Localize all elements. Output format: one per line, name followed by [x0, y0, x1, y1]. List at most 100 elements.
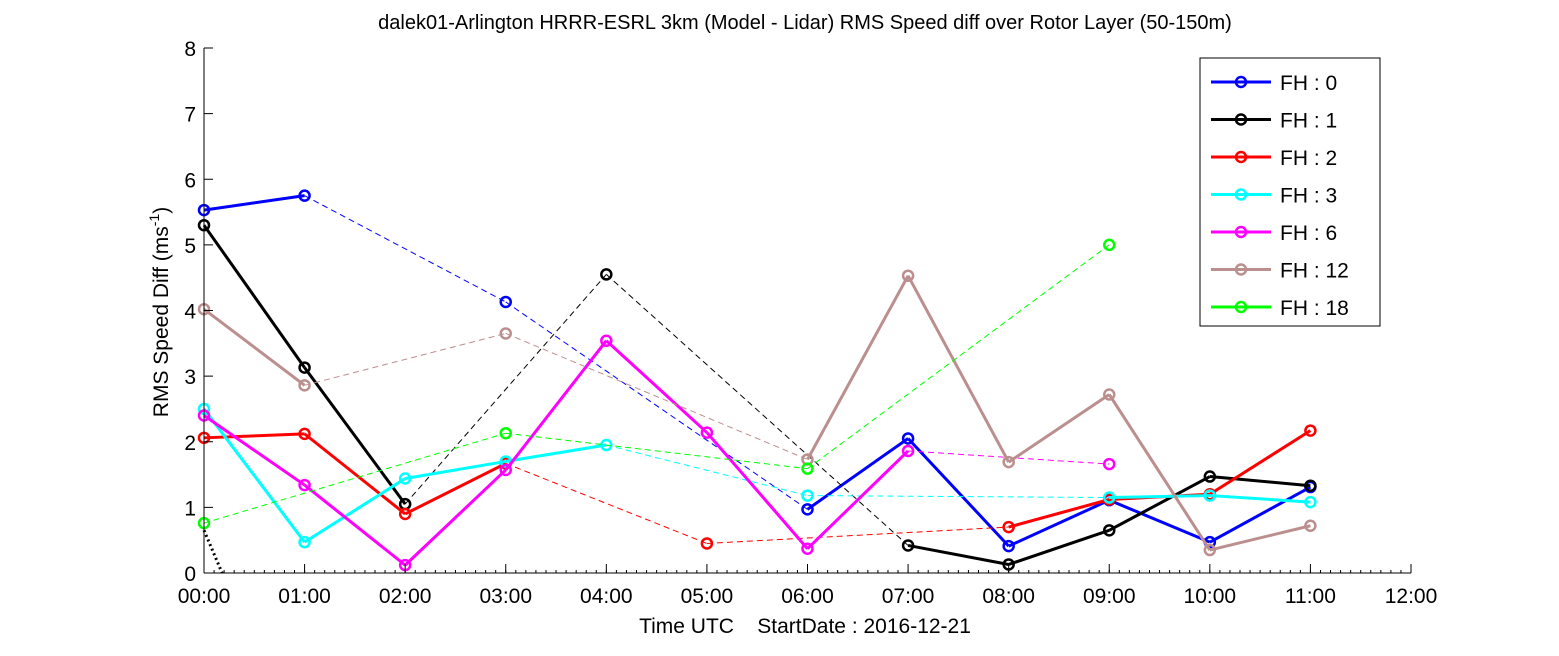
data-point [398, 507, 412, 521]
series-segment [907, 543, 1009, 566]
y-tick-label: 6 [184, 169, 196, 192]
series-segment [806, 449, 910, 550]
legend-label: FH : 6 [1280, 222, 1337, 245]
legend-label: FH : 2 [1280, 147, 1337, 170]
legend-item-fh-0: FH : 0 [1211, 72, 1337, 95]
data-point [1304, 495, 1317, 509]
x-tick-label: 03:00 [479, 585, 532, 608]
series-fh-3 [197, 402, 1317, 549]
y-tick-label: 3 [184, 366, 196, 389]
x-tick-label: 09:00 [1083, 585, 1136, 608]
series-segment [202, 408, 306, 544]
data-point [1103, 524, 1116, 537]
series-segment [203, 432, 305, 440]
legend-swatch-marker [1234, 188, 1248, 201]
series-segment [203, 414, 306, 487]
data-point [1103, 457, 1116, 471]
series-gap-segment [807, 244, 1110, 470]
data-point [801, 462, 814, 475]
data-point [499, 295, 512, 309]
data-point [499, 426, 512, 440]
series-segment [505, 443, 607, 463]
x-tick-label: 00:00 [178, 585, 231, 608]
series-segment [1108, 498, 1211, 544]
series-gap-segment [606, 444, 808, 497]
series-gap-segment [807, 495, 1110, 499]
y-tick-label: 0 [184, 563, 196, 586]
data-point [901, 444, 915, 458]
y-axis-title-main: RMS Speed Diff (ms [150, 226, 173, 417]
series-fh-2 [197, 424, 1317, 550]
series-segment [605, 339, 708, 434]
legend-swatch-marker [1234, 263, 1248, 276]
series-segment [1209, 485, 1312, 544]
series-segment [303, 477, 406, 544]
data-point [499, 463, 512, 477]
series-fh-1 [197, 218, 1317, 571]
x-axis-title: Time UTC StartDate : 2016-12-21 [639, 615, 971, 638]
series-segment [203, 307, 306, 387]
data-point [600, 268, 613, 281]
data-point [1304, 424, 1317, 437]
series-segment [404, 462, 507, 516]
series-fh-12 [197, 269, 1317, 557]
legend-label: FH : 18 [1280, 297, 1349, 320]
legend-swatch-marker [1234, 75, 1248, 89]
legend-item-fh-2: FH : 2 [1211, 147, 1337, 170]
data-point [1002, 455, 1015, 469]
y-axis-title-end: ) [150, 207, 173, 214]
data-point [499, 327, 512, 340]
legend-item-fh-18: FH : 18 [1211, 297, 1349, 320]
legend-item-fh-6: FH : 6 [1211, 222, 1337, 245]
series-segment [303, 483, 407, 567]
data-point [1103, 491, 1116, 504]
legend-label: FH : 3 [1280, 185, 1337, 208]
legend-item-fh-3: FH : 3 [1211, 185, 1337, 208]
x-tick-label: 06:00 [781, 585, 834, 608]
x-tick-label: 07:00 [882, 585, 935, 608]
series-gap-segment [304, 332, 506, 386]
x-tick-label: 12:00 [1385, 585, 1438, 608]
series-segment [404, 468, 507, 567]
data-point [801, 542, 814, 555]
series-segment [504, 339, 608, 471]
series-segment [303, 366, 407, 505]
data-point [1002, 539, 1015, 553]
data-point [600, 334, 613, 347]
series-segment [1209, 429, 1312, 496]
x-tick-label: 11:00 [1285, 585, 1336, 608]
series-segment [1107, 393, 1212, 551]
data-point [600, 438, 613, 452]
series-gap-segment [505, 462, 708, 544]
series-gap-segment [706, 526, 1009, 544]
series-gap-segment [505, 432, 808, 470]
x-tick-label: 02:00 [379, 585, 432, 608]
series-segment [202, 224, 306, 369]
y-axis-ticks: 0 1 2 3 4 5 6 7 8 [184, 38, 196, 586]
x-tick-label: 08:00 [982, 585, 1035, 608]
data-point [298, 535, 311, 549]
data-point [1304, 479, 1317, 492]
series-segment [1109, 494, 1210, 500]
legend-label: FH : 0 [1280, 72, 1337, 95]
data-point [1203, 543, 1217, 557]
data-point [1304, 519, 1317, 532]
y-tick-label: 5 [184, 235, 196, 258]
data-point [298, 478, 311, 492]
series-segment [1108, 475, 1211, 532]
y-tick-label: 1 [184, 497, 196, 520]
dotted-reference-line [202, 529, 224, 574]
y-tick-label: 8 [184, 38, 196, 61]
x-axis-ticks: 00:00 01:00 02:00 03:00 04:00 05:00 06:00 07:00… [178, 585, 1438, 608]
legend-label: FH : 12 [1280, 260, 1349, 283]
data-point [901, 269, 915, 282]
x-tick-label: 04:00 [580, 585, 633, 608]
series-segment [705, 431, 809, 550]
data-point [1002, 520, 1015, 534]
data-point [1103, 388, 1116, 401]
data-point [901, 539, 915, 552]
legend-item-fh-12: FH : 12 [1211, 260, 1349, 283]
y-tick-label: 4 [184, 301, 196, 324]
y-axis-title: RMS Speed Diff (ms-1) [146, 207, 173, 417]
data-point [398, 472, 412, 485]
